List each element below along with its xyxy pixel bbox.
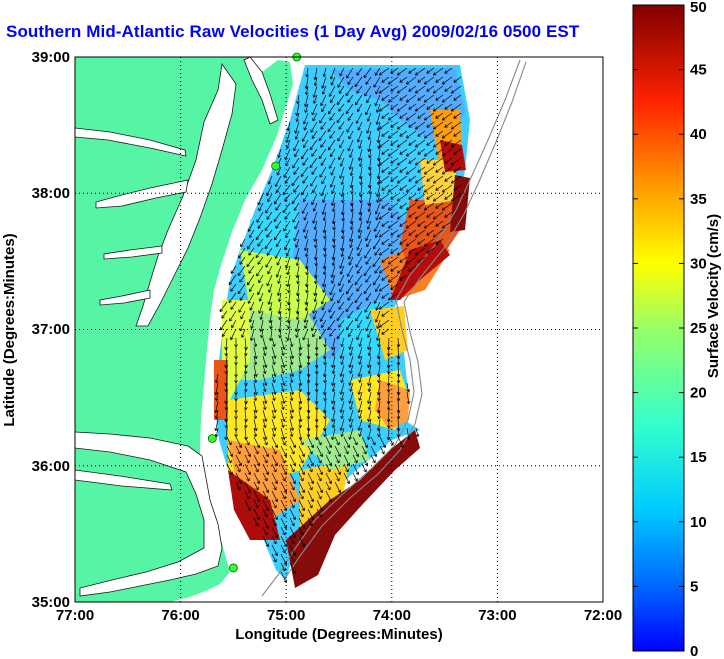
colorbar-tick-label: 20 xyxy=(690,385,707,402)
x-tick-label: 75:00 xyxy=(267,607,305,624)
y-tick-label: 38:00 xyxy=(32,185,70,202)
isobath-line xyxy=(261,59,521,597)
colorbar-ticks: 0 5 10 15 20 25 30 35 40 45 50 xyxy=(633,0,707,659)
colorbar-tick-label: 35 xyxy=(690,191,707,208)
y-tick-label: 37:00 xyxy=(32,321,70,338)
colorbar: 0 5 10 15 20 25 30 35 40 45 50 Surface Velocity (c… xyxy=(632,0,722,659)
y-tick-label: 39:00 xyxy=(32,49,70,66)
chesapeake-bay xyxy=(135,62,237,327)
x-tick-label: 72:00 xyxy=(584,607,622,624)
plot-frame xyxy=(74,56,604,603)
colorbar-label: Surface Velocity (cm/s) xyxy=(705,214,722,378)
station-marker xyxy=(207,434,217,443)
colorbar-tick-label: 10 xyxy=(690,514,707,531)
map-plot-area xyxy=(75,57,603,602)
colorbar-gradient xyxy=(632,4,685,652)
radar-stations xyxy=(207,52,302,573)
colorbar-tick-label: 25 xyxy=(690,320,707,337)
x-tick-label: 77:00 xyxy=(56,607,94,624)
colorbar-tick-label: 50 xyxy=(690,0,707,16)
colorbar-tick-label: 45 xyxy=(690,62,707,79)
x-tick-label: 76:00 xyxy=(161,607,199,624)
colorbar-tick-label: 15 xyxy=(690,449,707,466)
colorbar-tick-label: 40 xyxy=(690,126,707,143)
map-grid xyxy=(75,57,603,602)
pamlico-sound xyxy=(75,431,223,597)
colorbar-tick-label: 30 xyxy=(690,255,707,272)
x-axis-label: Longitude (Degrees:Minutes) xyxy=(235,626,443,643)
colorbar-tick-label: 5 xyxy=(690,578,698,595)
y-tick-label: 36:00 xyxy=(32,458,70,475)
station-marker xyxy=(271,161,281,171)
y-tick-label: 35:00 xyxy=(32,594,70,611)
x-axis: 77:00 76:00 75:00 74:00 73:00 72:00 Long… xyxy=(56,607,622,643)
y-axis: 39:00 38:00 37:00 36:00 35:00 Latitude (… xyxy=(1,49,70,611)
station-marker xyxy=(228,563,238,573)
velocity-arrows xyxy=(214,67,462,583)
colorbar-tick-label: 0 xyxy=(690,643,698,659)
y-axis-label: Latitude (Degrees:Minutes) xyxy=(1,233,18,426)
x-tick-label: 74:00 xyxy=(373,607,411,624)
velocity-vectors xyxy=(214,67,462,583)
map-title: Southern Mid-Atlantic Raw Velocities (1 … xyxy=(6,22,580,41)
x-tick-label: 73:00 xyxy=(478,607,516,624)
